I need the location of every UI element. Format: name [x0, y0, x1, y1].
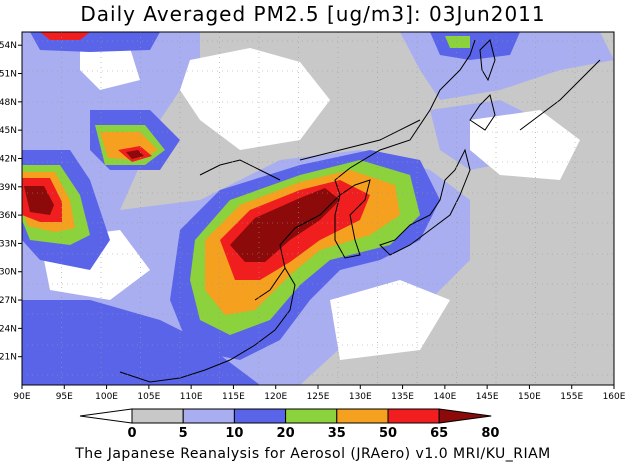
region-red-north — [40, 32, 90, 40]
pm25-field — [22, 32, 614, 385]
colorbar-segment — [336, 408, 389, 424]
lon-tick-label: 140E — [433, 392, 456, 402]
lat-tick-label: 51N — [0, 70, 17, 80]
graticule — [22, 32, 614, 385]
colorbar-segment — [233, 408, 287, 424]
region-blue-south — [22, 300, 260, 385]
lon-tick-label: 110E — [180, 392, 203, 402]
colorbar-label: 80 — [481, 426, 499, 441]
colorbar-segment — [131, 408, 184, 424]
lat-tick-label: 24N — [0, 324, 17, 334]
lat-tick-label: 36N — [0, 211, 17, 221]
latitude-axis: 21N 24N 27N 30N 33N 36N 39N 42N 45N 48N 51N 54N — [0, 41, 22, 363]
map-title: Daily Averaged PM2.5 [ug/m3]: 03Jun2011 — [80, 2, 546, 26]
colorbar-label: 35 — [328, 426, 346, 441]
region-darkred-plume — [230, 188, 340, 262]
lat-tick-label: 48N — [0, 98, 17, 108]
lon-tick-label: 145E — [476, 392, 499, 402]
colorbar-label: 0 — [127, 426, 136, 441]
lat-tick-label: 30N — [0, 268, 17, 278]
colorbar-label: 65 — [430, 426, 448, 441]
colorbar-label: 5 — [179, 426, 188, 441]
lat-tick-label: 39N — [0, 183, 17, 193]
region-white-mongolia — [180, 48, 330, 150]
lat-tick-label: 21N — [0, 353, 17, 363]
colorbar-segment — [285, 408, 338, 424]
colorbar-label: 20 — [277, 426, 295, 441]
lat-tick-label: 33N — [0, 239, 17, 249]
lon-tick-label: 100E — [95, 392, 118, 402]
coastlines — [119, 39, 601, 383]
region-darkred-central — [126, 150, 144, 159]
lon-tick-label: 115E — [222, 392, 245, 402]
region-darkred-west — [24, 186, 54, 215]
longitude-axis: 90E 95E 100E 105E 110E 115E 120E 125E 130E 135E 14… — [13, 385, 626, 402]
lon-tick-label: 130E — [349, 392, 372, 402]
colorbar-over-arrow — [438, 408, 492, 424]
lon-tick-label: 125E — [307, 392, 330, 402]
region-white-ocean — [330, 280, 450, 360]
region-green-ne — [445, 36, 470, 48]
lon-tick-label: 95E — [56, 392, 73, 402]
lat-tick-label: 27N — [0, 296, 17, 306]
colorbar-label: 50 — [379, 426, 397, 441]
colorbar: 0 5 10 20 35 50 65 80 — [79, 408, 499, 441]
lat-tick-label: 42N — [0, 154, 17, 164]
region-white-north — [80, 48, 140, 90]
region-white-east — [470, 110, 580, 180]
lon-tick-label: 155E — [560, 392, 583, 402]
lon-tick-label: 135E — [391, 392, 414, 402]
data-credit: The Japanese Reanalysis for Aerosol (JRA… — [75, 446, 551, 462]
lon-tick-label: 90E — [13, 392, 30, 402]
lon-tick-label: 120E — [264, 392, 287, 402]
lat-tick-label: 45N — [0, 126, 17, 136]
lon-tick-label: 160E — [603, 392, 626, 402]
lat-tick-label: 54N — [0, 41, 17, 51]
lon-tick-label: 150E — [518, 392, 541, 402]
colorbar-segment — [182, 408, 235, 424]
colorbar-label: 10 — [225, 426, 243, 441]
lon-tick-label: 105E — [137, 392, 160, 402]
colorbar-under-arrow — [79, 408, 133, 424]
colorbar-segment — [387, 408, 440, 424]
